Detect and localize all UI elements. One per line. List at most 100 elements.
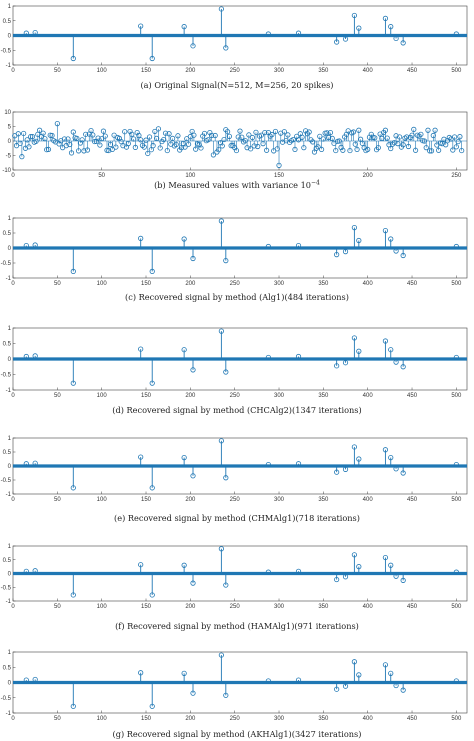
stem-marker <box>129 131 135 137</box>
stem-marker <box>423 145 429 151</box>
x-tick-label: 200 <box>185 281 196 287</box>
spike-marker <box>32 460 38 466</box>
spike-marker <box>32 676 38 683</box>
chart-panel-e: 10.50-0.5-10 50 100 150 200 250 300 350 400 450 50… <box>1 436 468 523</box>
stem-marker <box>274 146 280 152</box>
spike-marker <box>218 652 224 658</box>
stem-marker <box>29 134 36 140</box>
spike-marker <box>265 243 271 250</box>
stem-marker <box>170 135 176 141</box>
stem-marker <box>45 146 52 153</box>
spike-marker <box>388 347 394 353</box>
y-tick-label: -0.5 <box>1 478 12 484</box>
stem-marker <box>74 135 80 141</box>
spike-marker <box>181 24 187 30</box>
x-tick-label: 500 <box>451 281 462 287</box>
y-tick-label: 1 <box>8 326 12 332</box>
spike-marker <box>334 686 340 692</box>
spike-marker <box>265 31 271 37</box>
stem-marker <box>318 146 325 153</box>
spike-marker <box>138 235 144 241</box>
spike-marker <box>190 367 196 373</box>
x-tick-label: 450 <box>407 68 418 74</box>
stem-marker <box>173 141 179 148</box>
spike-marker <box>23 568 29 574</box>
x-tick-label: 100 <box>97 716 108 722</box>
stem-marker <box>239 134 245 140</box>
x-tick-label: 300 <box>274 716 285 722</box>
spike-marker <box>70 703 76 709</box>
x-tick-label: 350 <box>318 716 329 722</box>
x-tick-label: 150 <box>274 173 285 179</box>
caption-text: (e) Recovered signal by method (CHMAlg1)… <box>114 513 360 523</box>
spike-marker <box>295 243 302 249</box>
spike-marker <box>393 573 399 579</box>
stem-marker <box>249 134 256 141</box>
x-tick-label: 350 <box>318 393 329 399</box>
y-tick-label: 10 <box>4 110 11 116</box>
stem-marker <box>224 129 231 135</box>
spike-marker <box>382 554 389 561</box>
stem-marker <box>295 137 302 143</box>
stem-marker <box>106 147 112 154</box>
stem-marker <box>340 147 346 153</box>
x-tick-label: 250 <box>230 68 241 74</box>
x-tick-label: 200 <box>185 716 196 722</box>
stem-marker <box>393 133 399 139</box>
x-tick-label: 450 <box>407 281 418 287</box>
stem-marker <box>90 132 96 138</box>
stem-marker <box>391 140 397 146</box>
spike-marker <box>295 461 302 467</box>
stem-marker <box>152 128 158 135</box>
spike-marker <box>342 36 349 42</box>
stem-marker <box>88 127 94 134</box>
caption-text: (g) Recovered signal by method (AKHAlg1)… <box>113 729 362 739</box>
x-tick-label: 250 <box>230 716 241 722</box>
spike-marker <box>393 35 399 42</box>
spike-marker <box>342 360 349 366</box>
spike-marker <box>23 353 29 360</box>
stem-marker <box>113 144 119 150</box>
x-tick-label: 0 <box>11 604 15 610</box>
x-tick-label: 150 <box>141 393 152 399</box>
stem-marker <box>162 130 169 136</box>
spike-marker <box>181 562 187 568</box>
y-tick-label: -1 <box>6 492 12 498</box>
stem-marker <box>79 137 85 143</box>
spike-marker <box>138 454 144 460</box>
chart-panel-c: 10.50-0.5-10 50 100 150 200 250 300 350 400 450 50… <box>1 216 468 302</box>
spike-marker <box>138 562 144 568</box>
stem-marker <box>19 154 25 160</box>
y-tick-label: -0.5 <box>1 261 12 267</box>
spike-marker <box>70 380 76 386</box>
stem-marker <box>164 147 170 154</box>
spike-marker <box>334 469 340 475</box>
stem-marker <box>336 138 342 144</box>
stem-marker <box>233 147 240 154</box>
stem-marker <box>205 137 211 143</box>
y-tick-label: 1 <box>8 650 12 656</box>
x-tick-label: 150 <box>141 497 152 503</box>
stem-marker <box>68 150 75 156</box>
x-tick-label: 100 <box>97 604 108 610</box>
x-tick-label: 350 <box>318 281 329 287</box>
stem-marker <box>97 142 103 148</box>
stem-marker <box>109 146 115 153</box>
stem-marker <box>262 129 268 136</box>
stem-marker <box>397 134 403 140</box>
stem-marker <box>143 137 149 143</box>
caption-text: (f) Recovered signal by method (HAMAlg1)… <box>115 621 359 631</box>
stem-marker <box>436 147 442 153</box>
x-tick-label: 500 <box>451 497 462 503</box>
spike-marker <box>190 690 196 696</box>
x-tick-label: 200 <box>185 497 196 503</box>
x-tick-label: 450 <box>407 497 418 503</box>
y-tick-label: 0 <box>8 246 12 252</box>
stem-marker <box>237 128 243 134</box>
stem-marker <box>412 147 419 153</box>
spike-marker <box>138 346 144 352</box>
spike-marker <box>453 569 459 575</box>
spike-marker <box>393 466 399 472</box>
spike-marker <box>218 328 224 334</box>
caption-text: (b) Measured values with variance 10 <box>154 180 311 190</box>
